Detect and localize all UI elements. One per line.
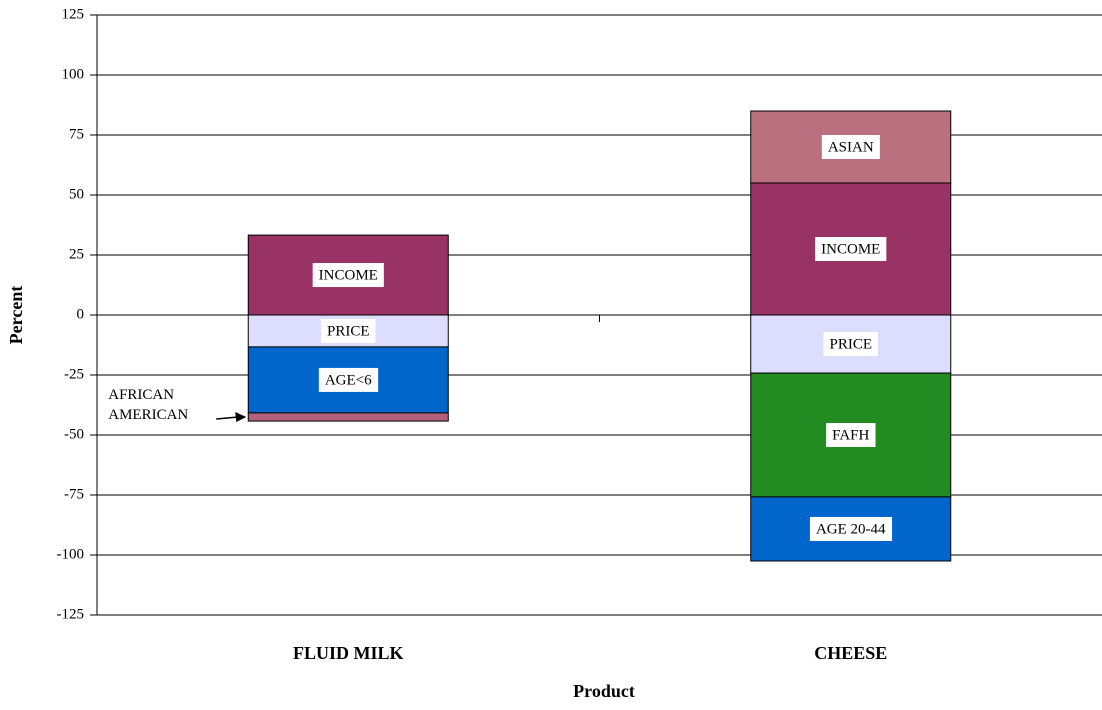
label-box (823, 332, 879, 357)
x-tick-label: CHEESE (814, 643, 887, 663)
segment-label: ASIAN (828, 139, 874, 155)
label-arrow (216, 416, 239, 420)
bar-segment (247, 412, 449, 422)
y-tick-label: -25 (64, 366, 84, 382)
label-box (318, 367, 379, 392)
bar-segment (247, 346, 449, 414)
y-tick-label: -100 (57, 546, 85, 562)
y-tick-label: -75 (64, 486, 84, 502)
segment-label: PRICE (829, 336, 872, 352)
y-tick-label: 100 (62, 66, 85, 82)
segment-label: INCOME (821, 241, 880, 257)
y-tick-label: -50 (64, 426, 84, 442)
y-tick-label: 0 (77, 306, 85, 322)
segment-label: AGE 20-44 (816, 521, 886, 537)
segment-label: FAFH (832, 427, 869, 443)
segment-label: PRICE (327, 323, 370, 339)
x-axis-title: Product (573, 681, 635, 701)
segment-label: INCOME (319, 267, 378, 283)
y-tick-label: -125 (57, 606, 85, 622)
label-box (809, 516, 893, 541)
segment-label: AFRICAN AMERICAN (108, 387, 189, 423)
label-box (320, 318, 376, 343)
y-tick-label: 75 (69, 126, 84, 142)
y-tick-label: 25 (69, 246, 84, 262)
label-box (821, 135, 880, 159)
x-tick-label: FLUID MILK (293, 643, 404, 663)
label-box (312, 263, 384, 288)
y-tick-label: 50 (69, 186, 84, 202)
y-tick-label: 125 (62, 6, 85, 22)
label-box (815, 237, 887, 261)
label-arrowhead (235, 412, 247, 422)
segment-label: AGE<6 (325, 372, 372, 388)
label-box (826, 423, 876, 447)
y-axis-title: Percent (6, 286, 26, 345)
